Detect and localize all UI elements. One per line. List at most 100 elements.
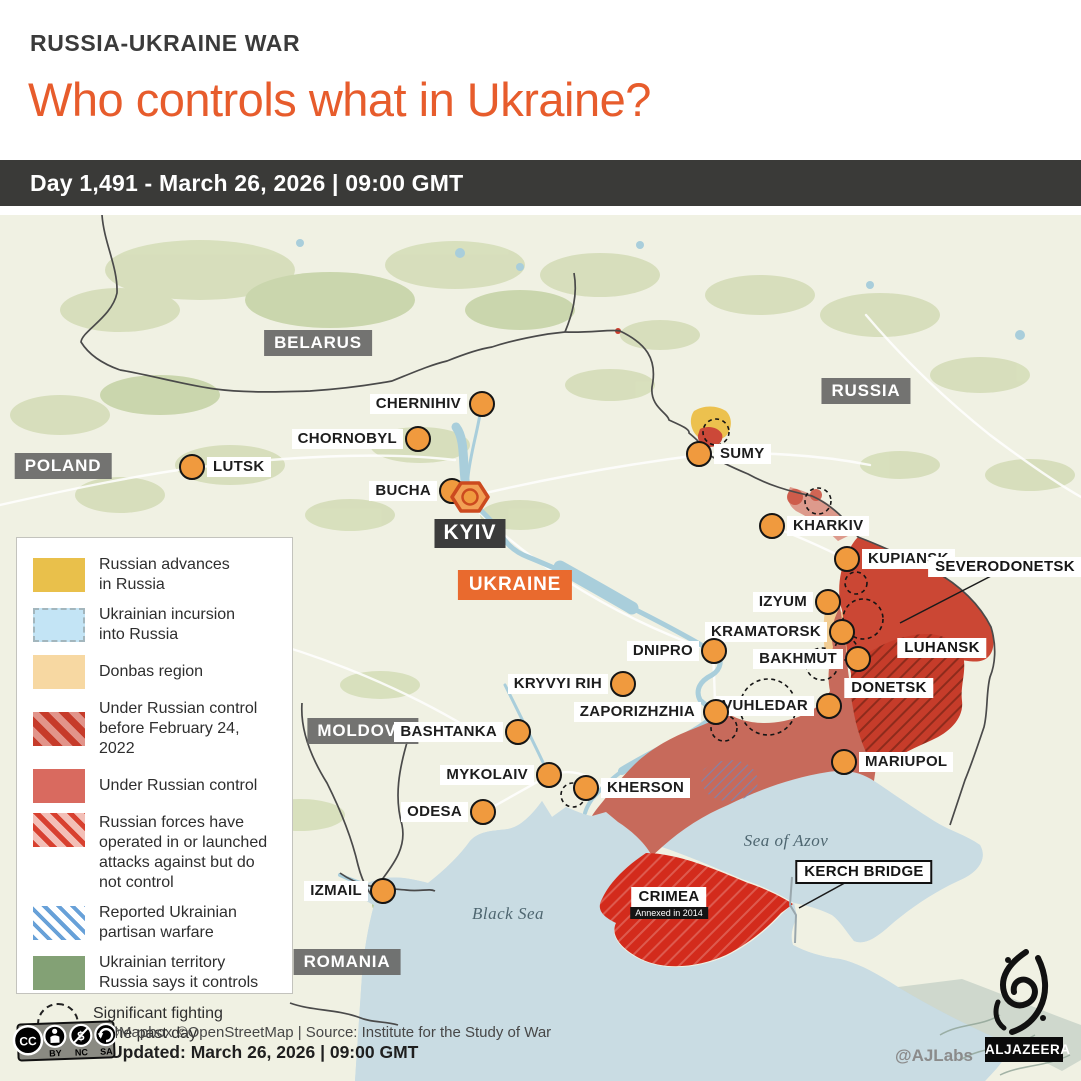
city-label: KRAMATORSK [705, 622, 827, 642]
region-label-text: LUHANSK [897, 638, 987, 658]
legend-item: Under Russian control before February 24… [33, 699, 278, 759]
map: Russian advances in Russia Ukrainian incu… [0, 215, 1081, 1081]
region-label-text: DONETSK [844, 678, 934, 698]
credit-handle: @AJLabs [895, 1046, 973, 1065]
city-marker-dnipro: DNIPRO [626, 638, 727, 664]
legend-swatch-donbas [33, 655, 85, 689]
city-marker-bakhmut: BAKHMUT [753, 646, 871, 672]
city-label: BUCHA [369, 481, 437, 501]
black-sea [355, 801, 1007, 1081]
city-dot [370, 878, 396, 904]
legend-item-label: Reported Ukrainian partisan warfare [99, 904, 237, 941]
city-marker-sumy: SUMY [686, 441, 771, 467]
city-marker-vuhledar: VUHLEDAR [716, 693, 842, 719]
city-label: IZMAIL [304, 881, 368, 901]
region-label-luhansk: LUHANSK [897, 638, 987, 658]
city-dot [469, 391, 495, 417]
cc-license-badge: CC $ BY NC SA [11, 1017, 118, 1065]
country-label-ukraine: UKRAINE [457, 570, 573, 600]
city-dot [829, 619, 855, 645]
legend-swatch-partisan [33, 906, 85, 940]
kicker: RUSSIA-UKRAINE WAR [30, 30, 301, 56]
cc-nc-icon: $ [69, 1023, 93, 1048]
legend-item-label: Russian forces have operated in or launc… [99, 814, 268, 891]
city-dot [686, 441, 712, 467]
city-label: MARIUPOL [859, 752, 954, 772]
city-dot [845, 646, 871, 672]
sea-of-azov [662, 771, 983, 943]
city-label: BASHTANKA [394, 722, 503, 742]
city-label: CHORNOBYL [291, 429, 403, 449]
cc-label-by: BY [49, 1048, 62, 1058]
city-label: KHERSON [601, 778, 691, 798]
city-marker-mykolaiv: MYKOLAIV [440, 762, 562, 788]
sea-label: Black Sea [472, 904, 544, 923]
city-label: SUMY [714, 444, 771, 464]
city-marker-chornobyl: CHORNOBYL [291, 426, 431, 452]
legend-item: Ukrainian territory Russia says it contr… [33, 953, 278, 993]
brand-wordmark: ALJAZEERA [985, 1037, 1070, 1062]
region-label-crimea: CRIMEA Annexed in 2014 [630, 887, 708, 919]
svg-text:CC: CC [19, 1034, 37, 1049]
country-label-russia: RUSSIA [821, 378, 911, 404]
city-label: BAKHMUT [753, 649, 843, 669]
legend-item: Ukrainian incursion into Russia [33, 605, 278, 645]
city-marker-izmail: IZMAIL [304, 878, 396, 904]
page-title: Who controls what in Ukraine? [28, 73, 651, 126]
legend: Russian advances in Russia Ukrainian incu… [16, 537, 293, 1045]
city-dot [759, 513, 785, 539]
region-partisan-hatch [701, 760, 758, 802]
city-dot [470, 799, 496, 825]
city-label: KHARKIV [787, 516, 870, 536]
legend-swatch-attacked [33, 813, 85, 847]
legend-item-label: Russian advances in Russia [99, 556, 230, 593]
city-marker-lutsk: LUTSK [179, 454, 271, 480]
city-marker-chernihiv: CHERNIHIV [369, 391, 495, 417]
region-label-severodonetsk: SEVERODONETSK [928, 557, 1081, 577]
city-marker-kharkiv: KHARKIV [759, 513, 870, 539]
city-dot [816, 693, 842, 719]
legend-item: Under Russian control [33, 769, 278, 803]
city-dot [573, 775, 599, 801]
legend-swatch-advance [33, 558, 85, 592]
cc-icon: CC [12, 1025, 44, 1056]
city-label: MYKOLAIV [440, 765, 534, 785]
legend-item-label: Under Russian control before February 24… [99, 700, 258, 757]
city-marker-kherson: KHERSON [573, 775, 691, 801]
cc-label-nc: NC [75, 1047, 89, 1057]
cc-label-sa: SA [100, 1046, 113, 1056]
legend-item: Russian forces have operated in or launc… [33, 813, 278, 893]
country-borders [80, 215, 996, 1026]
city-label: DNIPRO [626, 641, 699, 661]
capital-label: KYIV [434, 519, 506, 548]
country-label-belarus: BELARUS [264, 330, 372, 356]
city-marker-kupiansk: KUPIANSK [834, 546, 955, 572]
city-dot [610, 671, 636, 697]
region-label-text: KERCH BRIDGE [795, 860, 933, 884]
city-dot [831, 749, 857, 775]
city-marker-mariupol: MARIUPOL [831, 749, 954, 775]
city-marker-kramatorsk: KRAMATORSK [705, 619, 855, 645]
map-attribution: ©Mapbox ©OpenStreetMap | Source: Institu… [108, 1024, 552, 1041]
country-label-romania: ROMANIA [293, 949, 401, 975]
region-label-kerch-bridge: KERCH BRIDGE [795, 860, 933, 884]
city-marker-odesa: ODESA [401, 799, 496, 825]
city-dot [701, 638, 727, 664]
severodonetsk-pointer [899, 574, 994, 624]
legend-item-label: Ukrainian incursion into Russia [99, 606, 236, 643]
capital-hexagon-icon [450, 481, 490, 513]
legend-item-label: Donbas region [99, 663, 204, 680]
city-dot [834, 546, 860, 572]
city-dot [536, 762, 562, 788]
city-dot [405, 426, 431, 452]
cc-by-icon [43, 1024, 67, 1048]
updated-timestamp: Updated: March 26, 2026 | 09:00 GMT [110, 1042, 419, 1062]
city-dot [505, 719, 531, 745]
region-label-donetsk: DONETSK [844, 678, 934, 698]
legend-item: Donbas region [33, 655, 278, 689]
city-marker-kryvyi-rih: KRYVYI RIH [507, 671, 636, 697]
legend-swatch-control [33, 769, 85, 803]
city-marker-zaporizhzhia: ZAPORIZHZHIA [573, 699, 729, 725]
date-bar-text: Day 1,491 - March 26, 2026 | 09:00 GMT [30, 170, 464, 196]
